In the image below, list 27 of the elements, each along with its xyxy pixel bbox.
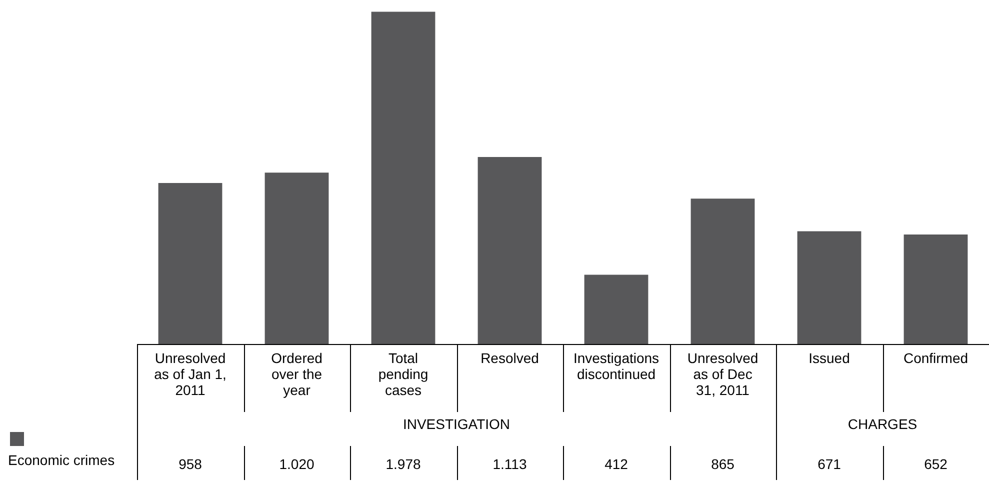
data-label: 1.020 <box>279 456 314 472</box>
x-tick-label: Issued <box>808 350 850 366</box>
bar <box>584 274 648 344</box>
bar <box>478 157 542 344</box>
text: INVESTIGATION <box>402 416 510 432</box>
data-label: 1.978 <box>386 456 421 472</box>
legend-label: Economic crimes <box>8 452 115 468</box>
bar <box>264 172 329 344</box>
data-label: 958 <box>178 456 202 472</box>
x-tick-label: Unresolved as of Dec 31, 2011 <box>687 350 758 398</box>
data-label: 412 <box>604 456 628 472</box>
data-label: 671 <box>818 456 842 472</box>
bar <box>904 234 968 344</box>
text: CHARGES <box>848 416 918 432</box>
data-label: 865 <box>711 456 735 472</box>
data-label: 1.113 <box>492 456 527 472</box>
x-tick-label: Total pending cases <box>378 350 428 398</box>
x-tick-label: Unresolved as of Jan 1, 2011 <box>154 350 226 398</box>
bar <box>690 198 755 344</box>
bar <box>371 12 436 344</box>
x-tick-label: Resolved <box>480 350 539 366</box>
bar <box>797 231 862 344</box>
x-tick-label: Confirmed <box>903 350 968 366</box>
x-tick-label: Ordered over the year <box>271 350 322 398</box>
x-tick-label: Investigations discontinued <box>573 350 660 382</box>
bar <box>158 183 222 344</box>
data-label: 652 <box>924 456 948 472</box>
